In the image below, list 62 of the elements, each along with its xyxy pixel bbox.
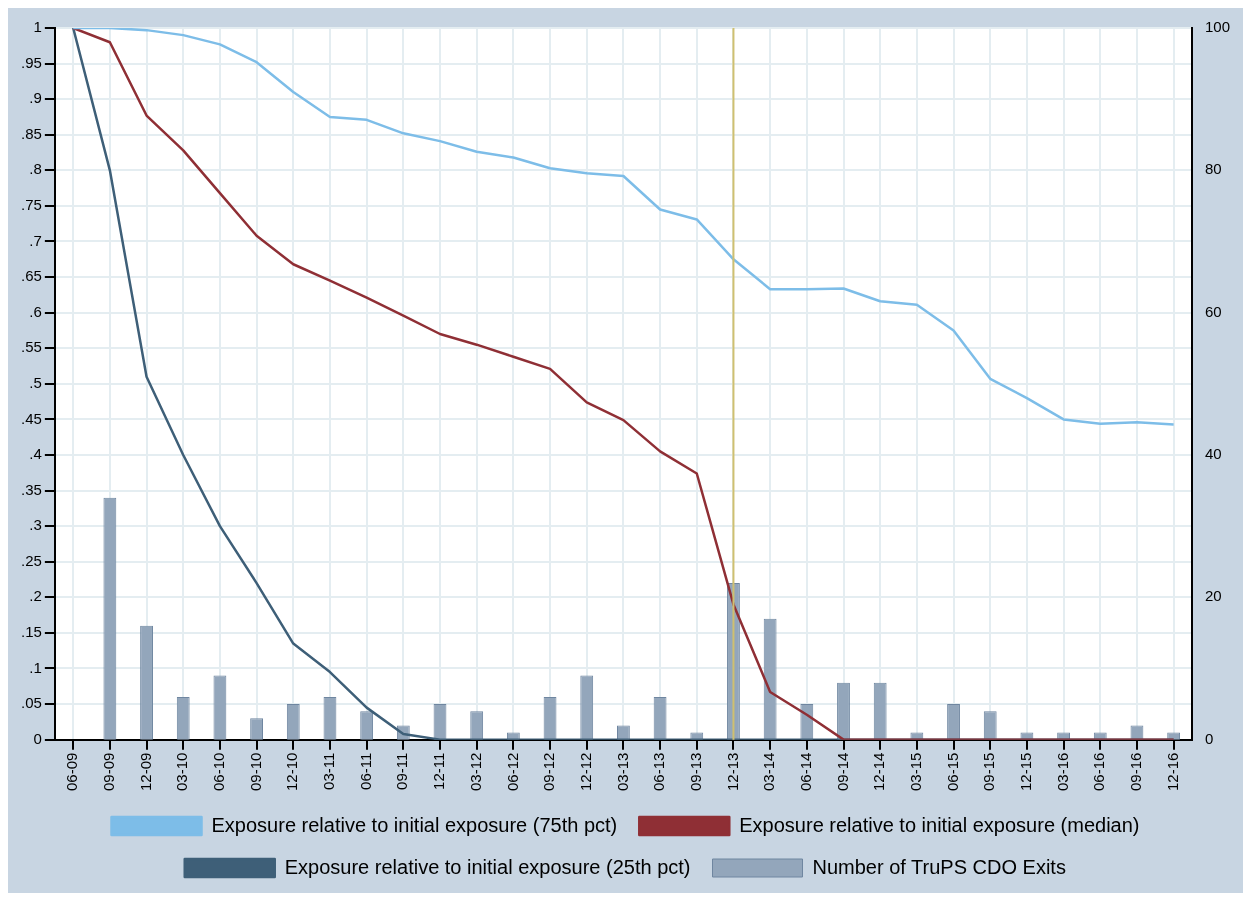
legend-label: Exposure relative to initial exposure (median) — [739, 813, 1140, 836]
x-tick-label: 03-14 — [760, 752, 778, 792]
x-tick-label: 12-15 — [1017, 752, 1035, 792]
y-tick-label: .15 — [20, 623, 42, 641]
x-tick-label: 12-13 — [723, 752, 741, 792]
y2-tick-label: 60 — [1204, 302, 1222, 320]
y-tick-label: .6 — [29, 302, 42, 320]
x-tick-label: 09-09 — [100, 752, 118, 792]
y2-tick-label: 100 — [1204, 18, 1230, 36]
legend-label: Exposure relative to initial exposure (25th pct) — [284, 855, 691, 878]
y-tick-label: .75 — [20, 196, 42, 214]
x-tick-label: 06-10 — [210, 752, 228, 792]
y-tick-label: .85 — [20, 124, 42, 142]
y-tick-label: .95 — [20, 53, 42, 71]
x-tick-label: 03-12 — [466, 752, 484, 792]
y-tick-label: 1 — [33, 18, 42, 36]
x-tick-label: 03-11 — [320, 752, 338, 790]
y-tick-label: .5 — [29, 373, 42, 391]
y-tick-label: .2 — [29, 587, 42, 605]
x-tick-label: 06-11 — [356, 752, 374, 790]
x-tick-label: 03-15 — [907, 752, 924, 792]
x-tick-label: 06-13 — [650, 752, 668, 792]
y2-tick-label: 0 — [1204, 729, 1214, 747]
x-tick-label: 09-16 — [1127, 752, 1145, 792]
legend-label: Exposure relative to initial exposure (75th pct) — [211, 813, 618, 836]
y-tick-label: .25 — [20, 551, 42, 569]
y-tick-label: .65 — [20, 267, 42, 285]
y-tick-label: .9 — [29, 89, 42, 107]
y-tick-label: .8 — [29, 160, 42, 178]
x-tick-label: 06-15 — [943, 752, 961, 792]
y-tick-label: .45 — [20, 409, 42, 427]
x-tick-label: 12-12 — [576, 752, 594, 792]
x-tick-label: 03-10 — [173, 752, 191, 792]
y-tick-label: .3 — [29, 516, 42, 534]
y2-tick-label: 40 — [1204, 445, 1222, 463]
x-tick-label: 06-09 — [63, 752, 81, 792]
x-tick-label: 12-09 — [136, 752, 154, 792]
x-tick-label: 09-14 — [833, 752, 851, 792]
x-tick-label: 03-16 — [1053, 752, 1071, 792]
x-tick-label: 09-13 — [686, 752, 704, 792]
x-tick-label: 06-14 — [796, 752, 814, 792]
x-tick-label: 12-10 — [283, 752, 301, 792]
x-tick-label: 06-16 — [1090, 752, 1108, 792]
x-tick-label: 12-14 — [870, 752, 888, 792]
y-tick-label: .05 — [20, 694, 42, 712]
y-tick-label: .1 — [29, 658, 42, 676]
y-tick-label: .55 — [20, 338, 42, 356]
x-tick-label: 09-15 — [980, 752, 998, 792]
x-tick-label: 09-12 — [540, 752, 558, 792]
x-tick-label: 03-13 — [613, 752, 631, 792]
legend-label: Number of TruPS CDO Exits — [812, 855, 1066, 878]
y-tick-label: .7 — [29, 231, 42, 249]
x-tick-label: 06-12 — [503, 752, 521, 792]
x-tick-label: 09-10 — [246, 752, 264, 792]
y2-tick-label: 80 — [1204, 160, 1222, 178]
y-tick-label: .35 — [20, 480, 42, 498]
y2-tick-label: 20 — [1204, 587, 1222, 605]
x-tick-label: 09-11 — [393, 752, 411, 790]
x-tick-label: 12-11 — [430, 752, 448, 790]
x-tick-label: 12-16 — [1163, 752, 1181, 792]
y-tick-label: 0 — [33, 729, 42, 747]
y-tick-label: .4 — [29, 445, 42, 463]
